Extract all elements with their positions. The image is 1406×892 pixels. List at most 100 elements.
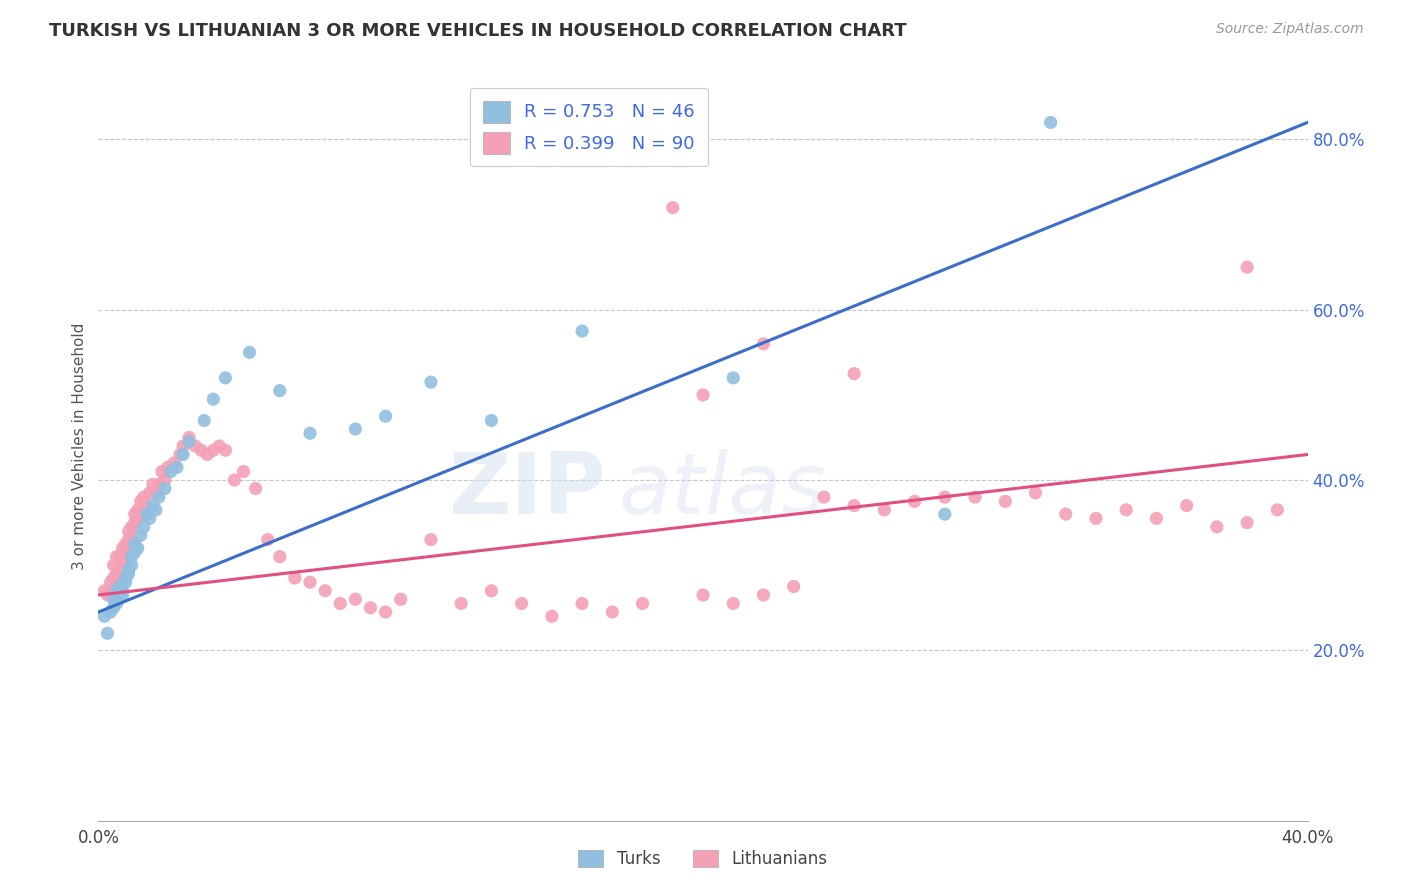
Point: [190, 443, 212, 458]
Point: [934, 507, 956, 521]
Point: [1085, 511, 1108, 525]
Point: [148, 477, 170, 491]
Y-axis label: 3 or more Vehicles in Household: 3 or more Vehicles in Household: [72, 322, 87, 570]
Point: [214, 443, 236, 458]
Point: [127, 511, 149, 525]
Point: [114, 571, 136, 585]
Point: [105, 549, 128, 564]
Point: [631, 597, 654, 611]
Point: [571, 324, 593, 338]
Point: [904, 494, 927, 508]
Point: [139, 511, 162, 525]
Point: [1054, 507, 1077, 521]
Point: [571, 597, 593, 611]
Point: [142, 499, 165, 513]
Point: [127, 541, 149, 556]
Text: TURKISH VS LITHUANIAN 3 OR MORE VEHICLES IN HOUSEHOLD CORRELATION CHART: TURKISH VS LITHUANIAN 3 OR MORE VEHICLES…: [49, 22, 907, 40]
Point: [1175, 499, 1198, 513]
Point: [1236, 516, 1258, 530]
Point: [540, 609, 562, 624]
Point: [299, 426, 322, 441]
Point: [118, 533, 141, 547]
Point: [163, 456, 186, 470]
Point: [965, 490, 987, 504]
Point: [100, 588, 122, 602]
Point: [114, 545, 136, 559]
Point: [132, 507, 155, 521]
Legend: R = 0.753   N = 46, R = 0.399   N = 90: R = 0.753 N = 46, R = 0.399 N = 90: [470, 88, 707, 166]
Point: [127, 503, 149, 517]
Point: [100, 575, 122, 590]
Point: [256, 533, 278, 547]
Point: [114, 537, 136, 551]
Point: [783, 580, 806, 594]
Point: [153, 482, 176, 496]
Point: [314, 583, 336, 598]
Point: [269, 384, 291, 398]
Point: [602, 605, 624, 619]
Point: [360, 600, 382, 615]
Point: [994, 494, 1017, 508]
Point: [124, 507, 146, 521]
Text: atlas: atlas: [619, 450, 827, 533]
Point: [389, 592, 412, 607]
Point: [752, 336, 775, 351]
Point: [103, 571, 125, 585]
Point: [148, 490, 170, 504]
Point: [179, 430, 201, 444]
Point: [145, 485, 167, 500]
Point: [96, 626, 118, 640]
Text: Source: ZipAtlas.com: Source: ZipAtlas.com: [1216, 22, 1364, 37]
Point: [172, 448, 194, 462]
Point: [111, 583, 134, 598]
Point: [142, 477, 165, 491]
Point: [1039, 115, 1062, 129]
Point: [450, 597, 472, 611]
Point: [873, 503, 896, 517]
Point: [124, 516, 146, 530]
Point: [813, 490, 835, 504]
Point: [1236, 260, 1258, 275]
Point: [214, 371, 236, 385]
Point: [374, 409, 396, 424]
Point: [208, 439, 231, 453]
Point: [1115, 503, 1137, 517]
Point: [156, 460, 179, 475]
Point: [481, 413, 503, 427]
Point: [184, 439, 207, 453]
Point: [344, 592, 367, 607]
Point: [103, 558, 125, 573]
Point: [93, 583, 115, 598]
Point: [723, 597, 745, 611]
Point: [329, 597, 352, 611]
Point: [1206, 520, 1229, 534]
Point: [103, 583, 125, 598]
Point: [103, 600, 125, 615]
Point: [105, 566, 128, 581]
Point: [195, 448, 218, 462]
Point: [179, 434, 201, 449]
Point: [139, 485, 162, 500]
Point: [108, 588, 131, 602]
Point: [224, 473, 246, 487]
Point: [160, 465, 183, 479]
Point: [114, 575, 136, 590]
Point: [844, 499, 866, 513]
Point: [284, 571, 307, 585]
Point: [111, 554, 134, 568]
Point: [121, 558, 143, 573]
Point: [1267, 503, 1289, 517]
Point: [692, 588, 714, 602]
Point: [135, 499, 157, 513]
Point: [692, 388, 714, 402]
Point: [269, 549, 291, 564]
Point: [121, 549, 143, 564]
Point: [129, 528, 152, 542]
Point: [299, 575, 322, 590]
Point: [118, 566, 141, 581]
Point: [844, 367, 866, 381]
Point: [135, 507, 157, 521]
Point: [481, 583, 503, 598]
Point: [510, 597, 533, 611]
Point: [1024, 485, 1046, 500]
